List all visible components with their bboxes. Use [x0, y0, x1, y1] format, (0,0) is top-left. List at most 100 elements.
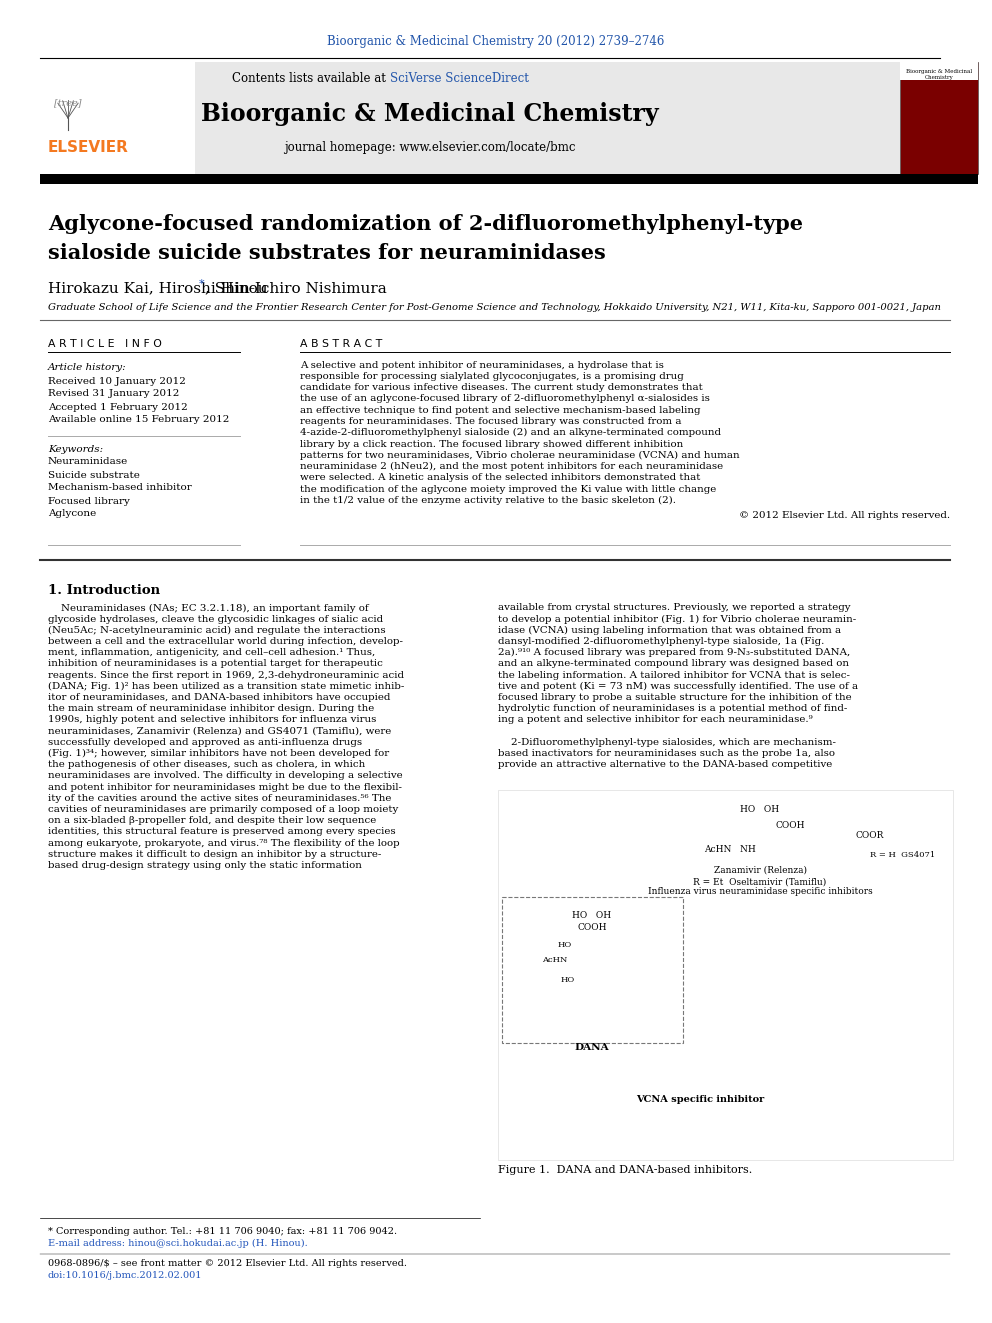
Text: , Shin-Ichiro Nishimura: , Shin-Ichiro Nishimura: [205, 280, 387, 295]
Text: inhibition of neuraminidases is a potential target for therapeutic: inhibition of neuraminidases is a potent…: [48, 659, 383, 668]
Text: tive and potent (Ki = 73 nM) was successfully identified. The use of a: tive and potent (Ki = 73 nM) was success…: [498, 681, 858, 691]
Text: responsible for processing sialylated glycoconjugates, is a promising drug: responsible for processing sialylated gl…: [300, 372, 683, 381]
Text: neuraminidases, Zanamivir (Relenza) and GS4071 (Tamiflu), were: neuraminidases, Zanamivir (Relenza) and …: [48, 726, 391, 736]
Text: Figure 1.  DANA and DANA-based inhibitors.: Figure 1. DANA and DANA-based inhibitors…: [498, 1166, 752, 1175]
Text: itor of neuraminidases, and DANA-based inhibitors have occupied: itor of neuraminidases, and DANA-based i…: [48, 693, 391, 703]
Text: patterns for two neuraminidases, Vibrio cholerae neuraminidase (VCNA) and human: patterns for two neuraminidases, Vibrio …: [300, 451, 740, 460]
Text: focused library to probe a suitable structure for the inhibition of the: focused library to probe a suitable stru…: [498, 693, 851, 703]
Text: * Corresponding author. Tel.: +81 11 706 9040; fax: +81 11 706 9042.: * Corresponding author. Tel.: +81 11 706…: [48, 1226, 397, 1236]
Text: idase (VCNA) using labeling information that was obtained from a: idase (VCNA) using labeling information …: [498, 626, 841, 635]
Text: R = H  GS4071: R = H GS4071: [870, 851, 935, 859]
Text: HO: HO: [558, 941, 572, 949]
Text: Chemistry: Chemistry: [925, 74, 953, 79]
Text: and potent inhibitor for neuraminidases might be due to the flexibil-: and potent inhibitor for neuraminidases …: [48, 783, 402, 791]
Text: A selective and potent inhibitor of neuraminidases, a hydrolase that is: A selective and potent inhibitor of neur…: [300, 360, 664, 369]
Text: available from crystal structures. Previously, we reported a strategy: available from crystal structures. Previ…: [498, 603, 850, 613]
Text: Bioorganic & Medicinal Chemistry: Bioorganic & Medicinal Chemistry: [201, 102, 659, 126]
Text: candidate for various infective diseases. The current study demonstrates that: candidate for various infective diseases…: [300, 384, 702, 392]
Text: Neuraminidases (NAs; EC 3.2.1.18), an important family of: Neuraminidases (NAs; EC 3.2.1.18), an im…: [48, 603, 369, 613]
Text: HO   OH: HO OH: [740, 806, 780, 815]
Text: 1. Introduction: 1. Introduction: [48, 583, 160, 597]
Text: E-mail address: hinou@sci.hokudai.ac.jp (H. Hinou).: E-mail address: hinou@sci.hokudai.ac.jp …: [48, 1238, 308, 1248]
Text: provide an attractive alternative to the DANA-based competitive: provide an attractive alternative to the…: [498, 761, 832, 769]
Text: were selected. A kinetic analysis of the selected inhibitors demonstrated that: were selected. A kinetic analysis of the…: [300, 474, 700, 483]
Text: (Fig. 1)³⁴; however, similar inhibitors have not been developed for: (Fig. 1)³⁴; however, similar inhibitors …: [48, 749, 389, 758]
Text: Bioorganic & Medicinal Chemistry 20 (2012) 2739–2746: Bioorganic & Medicinal Chemistry 20 (201…: [327, 36, 665, 49]
Text: DANA: DANA: [574, 1044, 609, 1053]
Text: reagents for neuraminidases. The focused library was constructed from a: reagents for neuraminidases. The focused…: [300, 417, 682, 426]
Text: SciVerse ScienceDirect: SciVerse ScienceDirect: [390, 73, 529, 86]
Text: A B S T R A C T: A B S T R A C T: [300, 339, 382, 349]
Text: on a six-bladed β-propeller fold, and despite their low sequence: on a six-bladed β-propeller fold, and de…: [48, 816, 376, 826]
FancyBboxPatch shape: [40, 62, 195, 175]
Text: Graduate School of Life Science and the Frontier Research Center for Post-Genome: Graduate School of Life Science and the …: [48, 303, 941, 312]
Text: 4-azide-2-difluoromethylphenyl sialoside (2) and an alkyne-terminated compound: 4-azide-2-difluoromethylphenyl sialoside…: [300, 429, 721, 438]
Text: the use of an aglycone-focused library of 2-difluoromethylphenyl α-sialosides is: the use of an aglycone-focused library o…: [300, 394, 710, 404]
Text: Available online 15 February 2012: Available online 15 February 2012: [48, 415, 229, 425]
Text: COOH: COOH: [577, 923, 607, 933]
Text: structure makes it difficult to design an inhibitor by a structure-: structure makes it difficult to design a…: [48, 849, 381, 859]
Text: Zanamivir (Relenza): Zanamivir (Relenza): [713, 865, 806, 875]
Text: ELSEVIER: ELSEVIER: [48, 140, 129, 156]
Text: identities, this structural feature is preserved among every species: identities, this structural feature is p…: [48, 827, 396, 836]
Text: among eukaryote, prokaryote, and virus.⁷⁸ The flexibility of the loop: among eukaryote, prokaryote, and virus.⁷…: [48, 839, 400, 848]
Text: Influenza virus neuraminidase specific inhibitors: Influenza virus neuraminidase specific i…: [648, 888, 872, 897]
Text: the pathogenesis of other diseases, such as cholera, in which: the pathogenesis of other diseases, such…: [48, 761, 365, 769]
Text: AcHN: AcHN: [543, 957, 567, 964]
Text: cavities of neuraminidases are primarily composed of a loop moiety: cavities of neuraminidases are primarily…: [48, 806, 398, 814]
Text: ing a potent and selective inhibitor for each neuraminidase.⁹: ing a potent and selective inhibitor for…: [498, 716, 812, 725]
Text: an effective technique to find potent and selective mechanism-based labeling: an effective technique to find potent an…: [300, 406, 700, 414]
Text: the main stream of neuraminidase inhibitor design. During the: the main stream of neuraminidase inhibit…: [48, 704, 374, 713]
Text: (Neu5Ac; N-acetylneuraminic acid) and regulate the interactions: (Neu5Ac; N-acetylneuraminic acid) and re…: [48, 626, 386, 635]
Text: and an alkyne-terminated compound library was designed based on: and an alkyne-terminated compound librar…: [498, 659, 849, 668]
Text: to develop a potential inhibitor (Fig. 1) for Vibrio cholerae neuramin-: to develop a potential inhibitor (Fig. 1…: [498, 615, 856, 623]
Text: based drug-design strategy using only the static information: based drug-design strategy using only th…: [48, 861, 362, 871]
FancyBboxPatch shape: [40, 62, 900, 175]
Text: AcHN   NH: AcHN NH: [704, 845, 756, 855]
Text: Aglycone: Aglycone: [48, 509, 96, 519]
Text: based inactivators for neuraminidases such as the probe 1a, also: based inactivators for neuraminidases su…: [498, 749, 835, 758]
Text: ment, inflammation, antigenicity, and cell–cell adhesion.¹ Thus,: ment, inflammation, antigenicity, and ce…: [48, 648, 375, 658]
Text: Keywords:: Keywords:: [48, 446, 103, 455]
Text: the labeling information. A tailored inhibitor for VCNA that is selec-: the labeling information. A tailored inh…: [498, 671, 850, 680]
Text: HO   OH: HO OH: [572, 910, 611, 919]
Text: Bioorganic & Medicinal: Bioorganic & Medicinal: [906, 69, 972, 74]
Text: 2-Difluoromethylphenyl-type sialosides, which are mechanism-: 2-Difluoromethylphenyl-type sialosides, …: [498, 738, 836, 747]
Text: Aglycone-focused randomization of 2-difluoromethylphenyl-type: Aglycone-focused randomization of 2-difl…: [48, 214, 803, 234]
Text: between a cell and the extracellular world during infection, develop-: between a cell and the extracellular wor…: [48, 638, 403, 646]
Text: HO: HO: [560, 976, 575, 984]
Text: in the t1/2 value of the enzyme activity relative to the basic skeleton (2).: in the t1/2 value of the enzyme activity…: [300, 496, 676, 505]
Text: COOH: COOH: [776, 820, 805, 830]
Text: (DANA; Fig. 1)² has been utilized as a transition state mimetic inhib-: (DANA; Fig. 1)² has been utilized as a t…: [48, 681, 405, 691]
Text: Revised 31 January 2012: Revised 31 January 2012: [48, 389, 180, 398]
Text: Suicide substrate: Suicide substrate: [48, 471, 140, 479]
Text: Neuraminidase: Neuraminidase: [48, 458, 128, 467]
Text: Focused library: Focused library: [48, 496, 130, 505]
Text: neuraminidases are involved. The difficulty in developing a selective: neuraminidases are involved. The difficu…: [48, 771, 403, 781]
Text: 2a).⁹¹⁰ A focused library was prepared from 9-N₃-substituted DANA,: 2a).⁹¹⁰ A focused library was prepared f…: [498, 648, 850, 658]
FancyBboxPatch shape: [40, 175, 978, 184]
Text: successfully developed and approved as anti-influenza drugs: successfully developed and approved as a…: [48, 738, 362, 747]
Text: *: *: [199, 279, 204, 288]
Text: Article history:: Article history:: [48, 364, 127, 373]
FancyBboxPatch shape: [900, 62, 978, 79]
Text: glycoside hydrolases, cleave the glycosidic linkages of sialic acid: glycoside hydrolases, cleave the glycosi…: [48, 615, 383, 623]
Text: reagents. Since the first report in 1969, 2,3-dehydroneuraminic acid: reagents. Since the first report in 1969…: [48, 671, 404, 680]
Text: neuraminidase 2 (hNeu2), and the most potent inhibitors for each neuraminidase: neuraminidase 2 (hNeu2), and the most po…: [300, 462, 723, 471]
Text: [tree]: [tree]: [55, 98, 81, 107]
FancyBboxPatch shape: [502, 897, 683, 1043]
Text: library by a click reaction. The focused library showed different inhibition: library by a click reaction. The focused…: [300, 439, 683, 448]
Text: journal homepage: www.elsevier.com/locate/bmc: journal homepage: www.elsevier.com/locat…: [285, 140, 575, 153]
Text: A R T I C L E   I N F O: A R T I C L E I N F O: [48, 339, 162, 349]
Text: sialoside suicide substrates for neuraminidases: sialoside suicide substrates for neurami…: [48, 243, 606, 263]
Text: dansyl-modified 2-difluoromethylphenyl-type sialoside, 1a (Fig.: dansyl-modified 2-difluoromethylphenyl-t…: [498, 638, 824, 646]
FancyBboxPatch shape: [900, 62, 978, 175]
Text: VCNA specific inhibitor: VCNA specific inhibitor: [636, 1095, 764, 1105]
Text: R = Et  Oseltamivir (Tamiflu): R = Et Oseltamivir (Tamiflu): [693, 877, 826, 886]
FancyBboxPatch shape: [498, 790, 953, 1160]
Text: doi:10.1016/j.bmc.2012.02.001: doi:10.1016/j.bmc.2012.02.001: [48, 1271, 202, 1281]
Text: © 2012 Elsevier Ltd. All rights reserved.: © 2012 Elsevier Ltd. All rights reserved…: [739, 512, 950, 520]
Text: Contents lists available at: Contents lists available at: [232, 73, 390, 86]
Text: Hirokazu Kai, Hiroshi Hinou: Hirokazu Kai, Hiroshi Hinou: [48, 280, 268, 295]
Text: hydrolytic function of neuraminidases is a potential method of find-: hydrolytic function of neuraminidases is…: [498, 704, 847, 713]
